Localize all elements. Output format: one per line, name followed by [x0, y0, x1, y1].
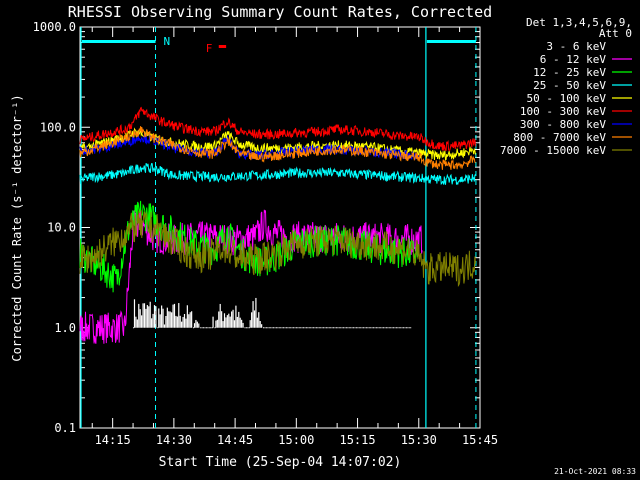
legend-header: Att 0	[599, 27, 632, 40]
legend-entry-label: 300 - 800 keV	[520, 118, 606, 131]
legend-entry-label: 50 - 100 keV	[527, 92, 607, 105]
series-line-5	[79, 106, 476, 151]
x-tick-label: 15:15	[339, 433, 375, 447]
x-tick-label: 14:30	[156, 433, 192, 447]
y-tick-label: 100.0	[40, 120, 76, 134]
x-tick-label: 15:45	[462, 433, 498, 447]
x-axis-label: Start Time (25-Sep-04 14:07:02)	[159, 455, 402, 470]
legend-entry-label: 12 - 25 keV	[533, 66, 606, 79]
flare-label: F	[206, 42, 213, 55]
x-tick-label: 14:45	[217, 433, 253, 447]
series-line-7	[79, 126, 476, 170]
legend-entry-label: 100 - 300 keV	[520, 105, 606, 118]
series-line-2	[79, 200, 420, 293]
legend-entry-label: 7000 - 15000 keV	[500, 144, 606, 157]
y-axis-label: Corrected Count Rate (s⁻¹ detector⁻¹)	[10, 94, 24, 361]
legend-entry-label: 6 - 12 keV	[540, 53, 607, 66]
x-tick-label: 15:00	[278, 433, 314, 447]
legend-header: Det 1,3,4,5,6,9,	[526, 16, 632, 29]
night-interval-bar	[82, 40, 156, 43]
legend-entry-label: 3 - 6 keV	[546, 40, 606, 53]
flare-interval-bar	[218, 45, 227, 48]
footer-timestamp: 21-Oct-2021 08:33	[554, 467, 636, 476]
series-line-3	[79, 162, 476, 186]
night-label: N	[164, 35, 171, 48]
series-line-8	[79, 210, 476, 287]
chart-title: RHESSI Observing Summary Count Rates, Co…	[68, 3, 492, 21]
x-tick-label: 15:30	[401, 433, 437, 447]
x-tick-label: 14:15	[95, 433, 131, 447]
y-tick-label: 10.0	[47, 221, 76, 235]
y-tick-label: 0.1	[54, 421, 76, 435]
night-interval-bar	[426, 40, 476, 43]
y-tick-label: 1000.0	[33, 20, 76, 34]
y-tick-label: 1.0	[54, 321, 76, 335]
plot-area: 1000.0 100.0 10.0 1.0 0.1 14:15 14:30 14:45 15:0…	[33, 20, 498, 447]
legend-entry-label: 25 - 50 keV	[533, 79, 606, 92]
legend-entry-label: 800 - 7000 keV	[513, 131, 606, 144]
